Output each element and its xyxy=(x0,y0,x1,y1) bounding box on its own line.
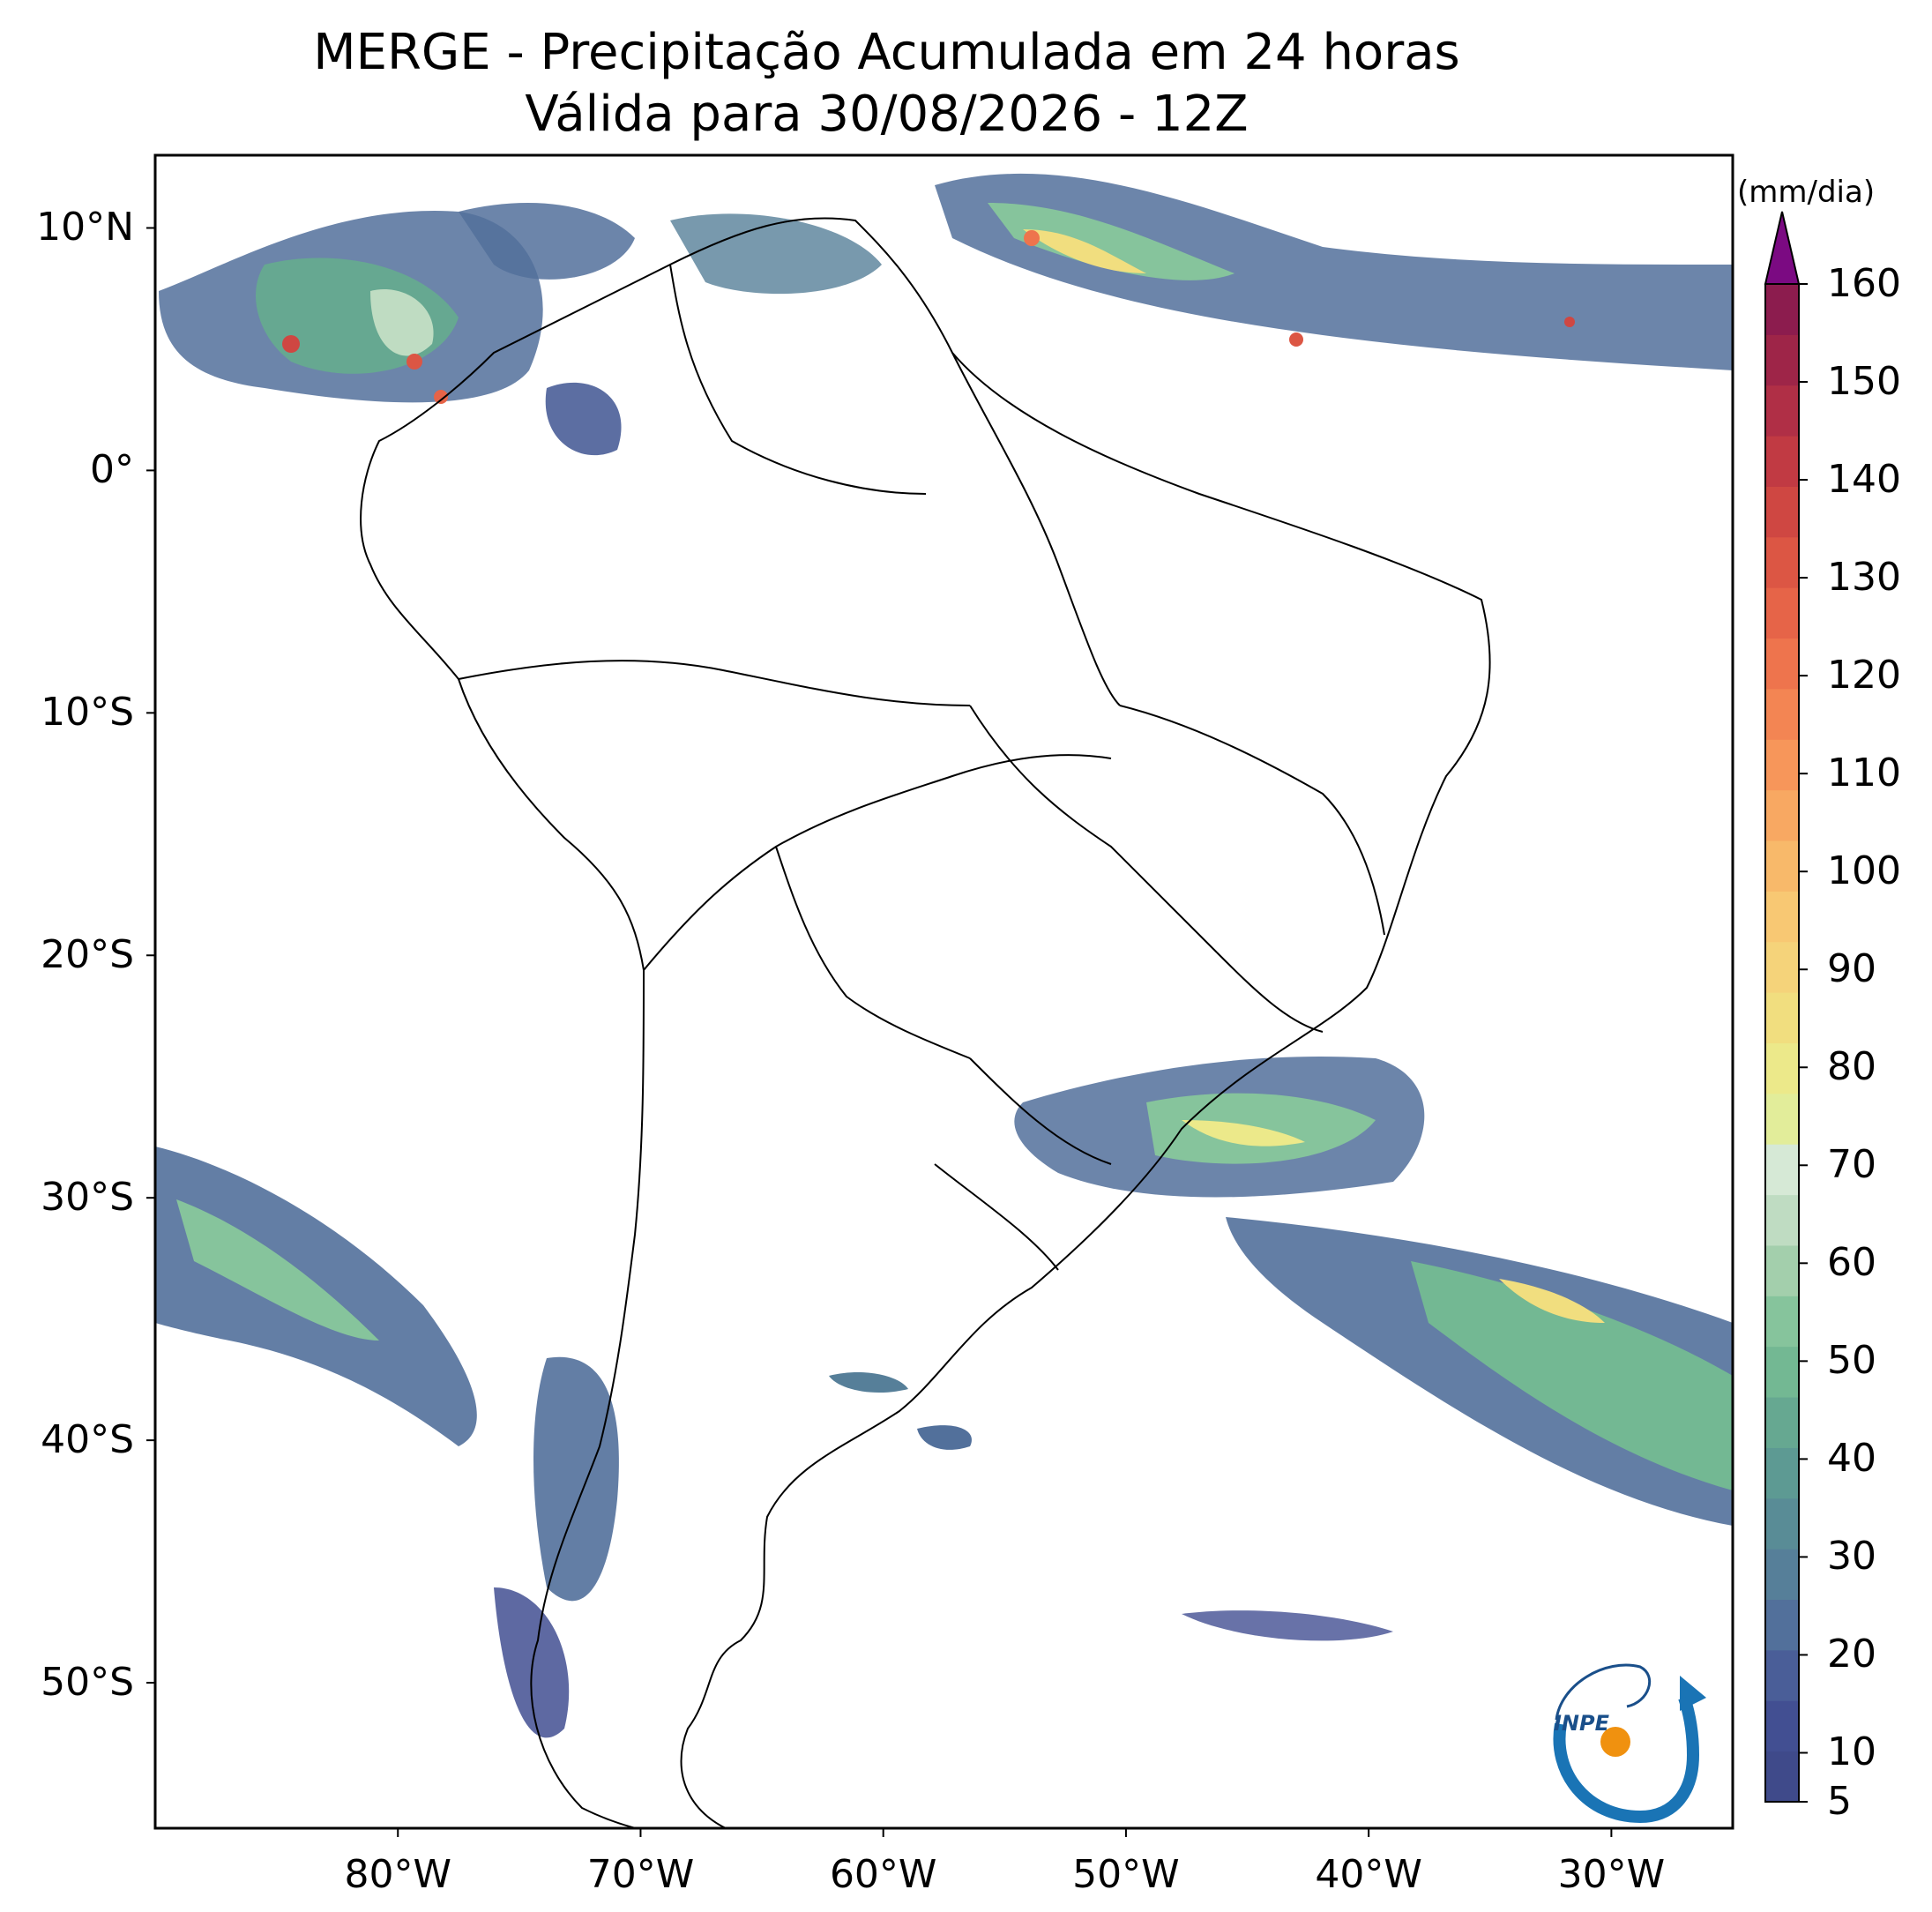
colorbar-swatch xyxy=(1765,587,1799,639)
colorbar-tick-label: 90 xyxy=(1827,946,1876,992)
colorbar-swatch xyxy=(1765,840,1799,892)
colorbar-swatch xyxy=(1765,1194,1799,1246)
colorbar-frame xyxy=(1764,283,1800,1803)
colorbar-tick-label: 150 xyxy=(1827,359,1901,405)
colorbar-swatch xyxy=(1765,891,1799,943)
precipitation-field xyxy=(155,173,1733,1738)
colorbar-tick-label: 5 xyxy=(1827,1779,1852,1824)
colorbar-tick-label: 30 xyxy=(1827,1534,1876,1580)
colorbar-tick-label: 40 xyxy=(1827,1436,1876,1482)
lat-tick-label: 10°N xyxy=(36,205,134,250)
colorbar-tick-label: 120 xyxy=(1827,653,1901,698)
colorbar-tick-label: 70 xyxy=(1827,1142,1876,1188)
lat-tick-label: 10°S xyxy=(41,690,134,736)
colorbar-swatch xyxy=(1765,1700,1799,1752)
colorbar-swatch xyxy=(1765,1093,1799,1145)
colorbar-tick-label: 110 xyxy=(1827,751,1901,796)
colorbar-swatch xyxy=(1765,1244,1799,1296)
lat-tick-label: 30°S xyxy=(41,1175,134,1221)
colorbar-swatch xyxy=(1765,1296,1799,1348)
map-title-line2: Válida para 30/08/2026 - 12Z xyxy=(525,86,1249,143)
colorbar-swatch xyxy=(1765,385,1799,437)
colorbar-swatch xyxy=(1765,688,1799,740)
colorbar-swatch xyxy=(1765,284,1799,335)
colorbar-extend-arrow xyxy=(1764,211,1801,285)
colorbar-swatch xyxy=(1765,436,1799,487)
inpe-logo xyxy=(1553,1663,1706,1824)
lat-tick-label: 50°S xyxy=(41,1660,134,1706)
colorbar-tick-label: 100 xyxy=(1827,848,1901,894)
latitude-ticks xyxy=(146,227,155,1684)
colorbar xyxy=(1764,211,1808,1803)
colorbar-swatch xyxy=(1765,1549,1799,1601)
map-title-line1: MERGE - Precipitação Acumulada em 24 hor… xyxy=(313,24,1460,81)
longitude-ticks xyxy=(397,1828,1613,1837)
colorbar-tick-label: 140 xyxy=(1827,457,1901,503)
colorbar-swatch xyxy=(1765,1042,1799,1094)
colorbar-swatch xyxy=(1765,1447,1799,1499)
colorbar-swatch xyxy=(1765,1751,1799,1803)
colorbar-tick-label: 50 xyxy=(1827,1338,1876,1384)
lat-tick-label: 0° xyxy=(90,447,134,493)
colorbar-swatch xyxy=(1765,638,1799,690)
colorbar-tick-label: 80 xyxy=(1827,1044,1876,1090)
colorbar-swatch xyxy=(1765,1144,1799,1196)
lon-tick-label: 40°W xyxy=(1315,1852,1422,1897)
colorbar-swatch xyxy=(1765,1497,1799,1550)
colorbar-swatch xyxy=(1765,1599,1799,1651)
lon-tick-label: 50°W xyxy=(1072,1852,1180,1897)
colorbar-swatch xyxy=(1765,1649,1799,1701)
lon-tick-label: 30°W xyxy=(1557,1852,1666,1897)
colorbar-swatch xyxy=(1765,486,1799,538)
lon-tick-label: 70°W xyxy=(586,1852,695,1897)
map-frame xyxy=(153,153,1734,1830)
lat-tick-label: 40°S xyxy=(41,1417,134,1463)
colorbar-units: (mm/dia) xyxy=(1737,175,1876,210)
colorbar-swatch xyxy=(1765,1346,1799,1398)
colorbar-tick-label: 130 xyxy=(1827,555,1901,601)
colorbar-swatch xyxy=(1765,536,1799,588)
colorbar-swatch xyxy=(1765,941,1799,993)
lat-tick-label: 20°S xyxy=(41,932,134,978)
lon-tick-label: 80°W xyxy=(344,1852,451,1897)
colorbar-tick-label: 160 xyxy=(1827,261,1901,306)
colorbar-swatch xyxy=(1765,334,1799,386)
colorbar-swatch xyxy=(1765,739,1799,791)
colorbar-tick-label: 60 xyxy=(1827,1240,1876,1286)
inpe-logo-text: INPE xyxy=(1554,1711,1609,1736)
colorbar-swatch xyxy=(1765,992,1799,1043)
colorbar-swatch xyxy=(1765,789,1799,841)
colorbar-tick-label: 10 xyxy=(1827,1729,1876,1775)
coastline-borders xyxy=(360,217,1491,1828)
colorbar-tick-label: 20 xyxy=(1827,1632,1876,1677)
colorbar-swatch xyxy=(1765,1397,1799,1448)
lon-tick-label: 60°W xyxy=(829,1852,937,1897)
